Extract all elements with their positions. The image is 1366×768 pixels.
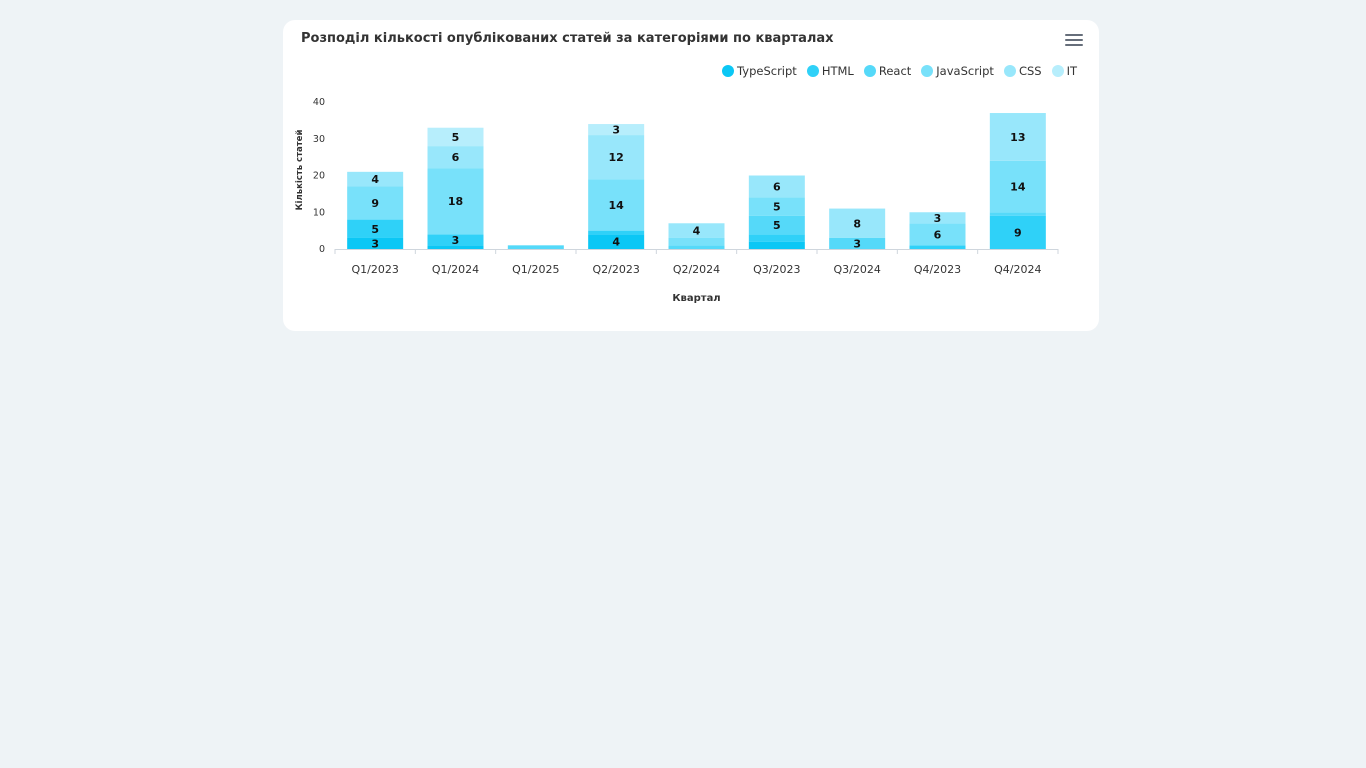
legend-item[interactable]: IT [1051, 64, 1077, 78]
y-tick-label: 0 [319, 244, 325, 255]
legend-item[interactable]: React [863, 64, 912, 78]
data-label: 9 [1014, 226, 1022, 239]
x-tick-label: Q2/2024 [673, 263, 720, 276]
menu-line [1065, 44, 1083, 46]
data-label: 4 [371, 173, 379, 186]
x-tick-label: Q1/2023 [351, 263, 398, 276]
menu-line [1065, 39, 1083, 41]
legend-marker [863, 65, 876, 77]
legend-marker [806, 65, 819, 77]
data-label: 4 [612, 236, 620, 249]
bar-segment[interactable] [507, 245, 564, 249]
y-tick-label: 20 [313, 171, 325, 182]
chart-title: Розподіл кількості опублікованих статей … [301, 31, 834, 46]
bar-segment[interactable] [989, 212, 1046, 216]
x-tick-label: Q3/2024 [833, 263, 880, 276]
x-tick-label: Q1/2025 [512, 263, 559, 276]
bar-segment[interactable] [427, 146, 484, 169]
data-label: 3 [452, 234, 460, 247]
bar-segment[interactable] [668, 245, 725, 249]
data-label: 6 [934, 228, 942, 241]
x-tick-label: Q4/2024 [994, 263, 1041, 276]
data-label: 5 [773, 201, 781, 214]
bar-segment[interactable] [748, 234, 805, 242]
data-label: 4 [693, 225, 701, 238]
bar-segment[interactable] [347, 186, 404, 220]
legend-item[interactable]: TypeScript [722, 64, 797, 78]
bar-segment[interactable] [909, 223, 966, 246]
legend-label: HTML [821, 64, 854, 78]
data-label: 14 [609, 199, 625, 212]
legend-marker [1003, 65, 1016, 77]
menu-line [1065, 34, 1083, 36]
data-label: 12 [609, 151, 624, 164]
legend-label: TypeScript [737, 64, 797, 78]
data-label: 9 [371, 197, 379, 210]
legend-marker [921, 65, 934, 77]
data-label: 3 [612, 124, 620, 137]
legend-item[interactable]: JavaScript [921, 64, 994, 78]
bar-segment[interactable] [748, 175, 805, 198]
bar-segment[interactable] [989, 160, 1046, 213]
chart-legend: TypeScript HTML React JavaScript CSS IT [722, 64, 1077, 78]
bar-segment[interactable] [427, 234, 484, 246]
bar-segment[interactable] [748, 215, 805, 235]
legend-label: React [878, 64, 912, 78]
y-axis-title: Кількість статей [294, 130, 305, 211]
data-label: 14 [1010, 181, 1026, 194]
data-label: 5 [773, 219, 781, 232]
data-label: 3 [934, 212, 942, 225]
bar-segment[interactable] [427, 168, 484, 235]
y-tick-label: 30 [313, 134, 325, 145]
bar-segment[interactable] [748, 241, 805, 249]
bar-segment[interactable] [829, 237, 886, 249]
legend-label: IT [1066, 64, 1077, 78]
legend-marker [722, 65, 735, 77]
data-label: 3 [371, 237, 379, 250]
bar-segment[interactable] [588, 179, 645, 231]
data-label: 6 [452, 151, 460, 164]
legend-label: JavaScript [936, 64, 994, 78]
legend-item[interactable]: CSS [1003, 64, 1042, 78]
bar-segment[interactable] [588, 234, 645, 249]
bar-segment[interactable] [347, 237, 404, 249]
bar-segment[interactable] [668, 237, 725, 246]
bar-segment[interactable] [909, 245, 966, 249]
data-label: 8 [853, 217, 861, 230]
bar-segment[interactable] [989, 113, 1046, 161]
data-label: 5 [452, 131, 460, 144]
x-tick-label: Q3/2023 [753, 263, 800, 276]
legend-marker [1051, 65, 1064, 77]
bar-segment[interactable] [588, 135, 645, 180]
data-label: 13 [1010, 131, 1025, 144]
bar-segment[interactable] [909, 212, 966, 224]
bar-segment[interactable] [588, 124, 645, 136]
data-label: 18 [448, 195, 463, 208]
bar-segment[interactable] [427, 127, 484, 147]
bar-segment[interactable] [347, 219, 404, 238]
bar-segment[interactable] [829, 208, 886, 238]
legend-label: CSS [1018, 64, 1042, 78]
data-label: 3 [853, 237, 861, 250]
x-tick-label: Q1/2024 [432, 263, 479, 276]
bar-segment[interactable] [989, 215, 1046, 249]
chart-card: Розподіл кількості опублікованих статей … [283, 20, 1099, 331]
bar-segment[interactable] [347, 171, 404, 187]
data-label: 6 [773, 181, 781, 194]
x-tick-label: Q4/2023 [914, 263, 961, 276]
hamburger-menu-icon[interactable] [1065, 32, 1083, 48]
data-label: 5 [371, 223, 379, 236]
bar-segment[interactable] [668, 223, 725, 238]
y-tick-label: 10 [313, 207, 325, 218]
y-tick-label: 40 [313, 97, 325, 108]
bar-segment[interactable] [427, 245, 484, 249]
x-axis-title: Квартал [672, 293, 720, 304]
x-tick-label: Q2/2023 [592, 263, 639, 276]
bar-segment[interactable] [588, 230, 645, 235]
legend-item[interactable]: HTML [806, 64, 854, 78]
bar-segment[interactable] [748, 197, 805, 216]
